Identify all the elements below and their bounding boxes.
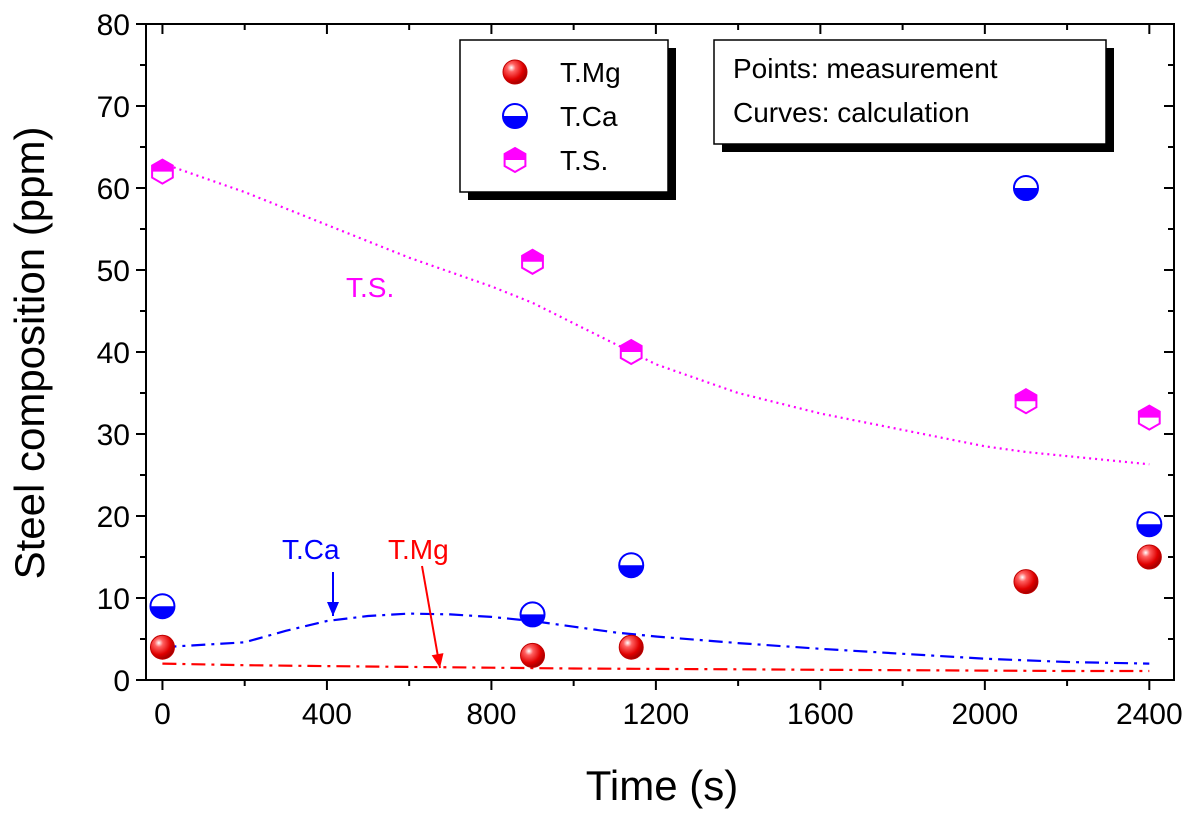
point-s-outline	[619, 338, 643, 366]
x-tick-label: 800	[466, 698, 516, 731]
y-tick-label: 70	[97, 91, 130, 124]
y-tick-label: 60	[97, 173, 130, 206]
y-tick-label: 80	[97, 9, 130, 42]
point-s-outline	[521, 248, 544, 275]
point-ca	[1012, 175, 1039, 201]
legend-marker-mg	[502, 59, 528, 85]
point-s-fill	[152, 159, 173, 172]
point-ca	[618, 552, 645, 579]
arrow-mg-head	[431, 653, 444, 668]
note-box: Points: measurement Curves: calculation	[713, 39, 1114, 152]
legend-label-s: T.S.	[560, 145, 608, 176]
point-ca-fill	[1013, 188, 1038, 201]
x-tick-label: 400	[302, 698, 352, 731]
curve-label-ca: T.Ca	[282, 534, 340, 565]
x-axis-title: Time (s)	[586, 762, 738, 809]
x-tick-label: 0	[154, 698, 171, 731]
point-s	[619, 338, 643, 366]
legend-marker-ca-ring	[502, 103, 528, 129]
point-s-fill	[620, 340, 642, 352]
y-axis-title: Steel composition (ppm)	[6, 127, 53, 580]
y-tick-label: 10	[97, 583, 130, 616]
point-ca	[519, 601, 546, 628]
point-s-fill	[1138, 405, 1160, 418]
curve-label-s: T.S.	[346, 272, 394, 303]
legend-marker-s-outline	[503, 146, 527, 174]
point-mg	[149, 634, 175, 660]
y-tick-label: 20	[97, 501, 130, 534]
point-s	[521, 248, 544, 275]
arrow-mg-line	[421, 565, 441, 669]
legend-label-ca: T.Ca	[560, 101, 618, 132]
legend: T.Mg T.Ca T.S.	[459, 39, 676, 200]
curve-ca	[162, 612, 1150, 665]
note-line-curves: Curves: calculation	[733, 97, 970, 128]
point-s	[1014, 388, 1038, 415]
x-tick-label: 2000	[951, 698, 1018, 731]
point-ca-ring	[1136, 511, 1163, 538]
point-mg	[1013, 569, 1039, 595]
point-ca-ring	[519, 601, 546, 628]
curve-label-mg: T.Mg	[388, 534, 449, 565]
y-tick-label: 30	[97, 419, 130, 452]
point-mg	[520, 642, 546, 668]
x-tick-label: 1200	[623, 698, 690, 731]
point-s	[1137, 404, 1161, 431]
point-ca-fill	[619, 565, 644, 578]
x-axis: 0 400 800 1200 1600 2000 2400	[154, 24, 1183, 731]
point-s-outline	[151, 158, 174, 185]
legend-marker-ca	[502, 103, 528, 129]
measured-points	[149, 158, 1163, 668]
point-ca	[149, 593, 176, 620]
x-tick-label: 2400	[1116, 698, 1183, 731]
point-ca-fill	[150, 606, 175, 619]
point-s-fill	[522, 249, 543, 262]
point-ca-ring	[1012, 175, 1039, 201]
point-ca-ring	[618, 552, 645, 579]
x-tick-label: 1600	[787, 698, 854, 731]
curve-label-arrows	[327, 565, 444, 669]
arrow-ca-head	[327, 602, 339, 616]
y-tick-label: 50	[97, 255, 130, 288]
point-ca-ring	[149, 593, 176, 620]
point-s	[151, 158, 174, 185]
y-tick-label: 0	[113, 665, 130, 698]
point-mg	[618, 634, 644, 660]
point-ca	[1136, 511, 1163, 538]
point-ca-fill	[1137, 524, 1162, 537]
point-s-fill	[1015, 389, 1037, 402]
note-line-points: Points: measurement	[733, 53, 998, 84]
point-s-outline	[1137, 404, 1161, 431]
note-frame	[713, 39, 1107, 145]
curve-s	[162, 162, 1150, 466]
legend-label-mg: T.Mg	[560, 57, 621, 88]
point-s-outline	[1014, 388, 1038, 415]
legend-markers	[502, 59, 528, 174]
point-mg	[1136, 544, 1162, 570]
legend-marker-ca-fill	[503, 116, 527, 128]
y-axis: 0 10 20 30 40 50 60 70 80	[97, 9, 1174, 698]
point-ca-fill	[520, 614, 545, 627]
y-tick-label: 40	[97, 337, 130, 370]
calculated-curves	[162, 162, 1150, 673]
curve-mg	[162, 662, 1150, 673]
legend-marker-s	[503, 146, 527, 174]
legend-box	[459, 39, 669, 193]
